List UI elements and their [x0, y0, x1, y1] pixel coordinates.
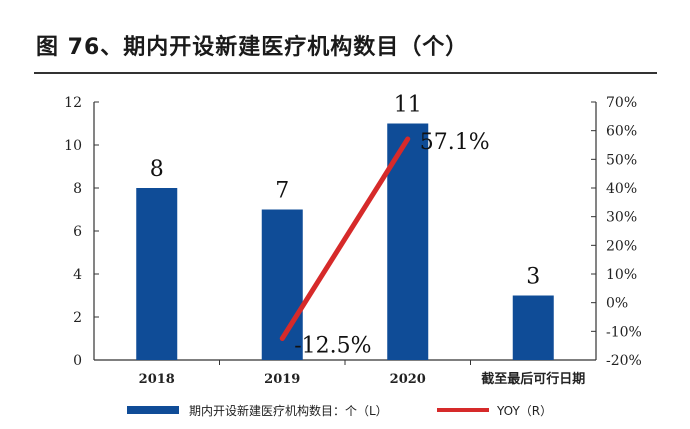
chart-title: 图 76、期内开设新建医疗机构数目（个） [36, 35, 469, 60]
x-tick-label: 2019 [264, 372, 300, 387]
y-right-tick-label: 10% [606, 267, 637, 283]
combo-chart: 0 2 4 6 8 10 12 -20% -10% 0% 10% 20% 30% 40% 50% 60% 70%… [64, 93, 642, 388]
legend-swatch-bar [127, 406, 179, 414]
legend-swatch-line [437, 408, 489, 412]
bar-data-label: 11 [394, 93, 422, 118]
y-right-tick-label: 40% [606, 181, 637, 197]
labels-group: 8 7 11 3 -12.5% 57.1% [150, 93, 541, 359]
x-tick-label: 2018 [139, 372, 175, 387]
y-right-tick-label: 30% [606, 210, 637, 226]
y-left-tick-label: 12 [64, 95, 82, 111]
y-right-tick-label: -20% [606, 353, 642, 369]
bar-data-label: 3 [526, 265, 540, 290]
title-divider [34, 72, 657, 74]
legend-item-bar: 期内开设新建医疗机构数目：个（L） [127, 398, 388, 422]
legend: 期内开设新建医疗机构数目：个（L） YOY（R） [0, 398, 690, 422]
bar-data-label: 8 [150, 157, 164, 182]
yoy-data-label: -12.5% [294, 334, 371, 359]
y-left-tick-label: 2 [73, 310, 82, 326]
x-tick-label: 截至最后可行日期 [481, 371, 585, 387]
bar [512, 295, 554, 360]
y-right-tick-label: 70% [606, 95, 637, 111]
x-tick-label: 2020 [390, 372, 426, 387]
legend-label-bar: 期内开设新建医疗机构数目：个（L） [189, 403, 388, 418]
y-right-tick-label: 20% [606, 238, 637, 254]
y-right-tick-label: 0% [606, 296, 628, 312]
bar [136, 188, 178, 360]
y-left-tick-label: 4 [73, 267, 82, 283]
y-left-tick-label: 8 [73, 181, 82, 197]
axes-group: 0 2 4 6 8 10 12 -20% -10% 0% 10% 20% 30% 40% 50% 60% 70%… [64, 95, 642, 387]
y-left-tick-label: 6 [73, 224, 82, 240]
y-left-tick-label: 0 [73, 353, 82, 369]
yoy-data-label: 57.1% [420, 130, 490, 155]
legend-item-line: YOY（R） [437, 398, 552, 422]
bar-data-label: 7 [275, 179, 289, 204]
y-right-tick-label: 50% [606, 152, 637, 168]
yoy-line [279, 136, 411, 341]
yoy-line-group [279, 136, 411, 341]
y-left-tick-label: 10 [64, 138, 82, 154]
legend-label-line: YOY（R） [497, 403, 553, 418]
y-right-tick-label: 60% [606, 124, 637, 140]
y-right-tick-label: -10% [606, 324, 642, 340]
